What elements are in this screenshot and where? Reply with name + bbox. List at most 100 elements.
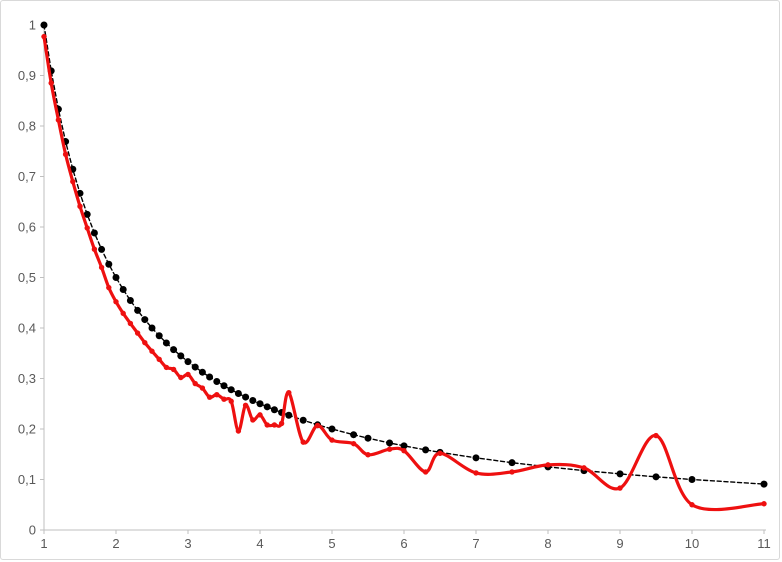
series-marker-reference-curve-1-over-x (105, 260, 113, 268)
series-marker-reference-curve-1-over-x (119, 286, 127, 294)
series-marker-reference-curve-1-over-x (299, 416, 307, 424)
series-marker-noisy-measured-series (422, 469, 429, 475)
y-axis-tick-label: 0 (29, 523, 36, 538)
series-marker-noisy-measured-series (170, 366, 177, 373)
y-axis-tick-label: 0,3 (18, 371, 36, 386)
y-axis-tick-label: 0,7 (18, 169, 36, 184)
series-marker-reference-curve-1-over-x (328, 425, 336, 433)
series-marker-reference-curve-1-over-x (98, 245, 106, 253)
series-marker-noisy-measured-series (329, 437, 335, 443)
y-axis-tick-label: 0,9 (18, 68, 36, 83)
series-marker-reference-curve-1-over-x (688, 476, 696, 483)
x-axis-tick-label: 8 (544, 536, 551, 551)
series-marker-noisy-measured-series (221, 396, 227, 402)
series-marker-noisy-measured-series (91, 246, 98, 252)
series-marker-noisy-measured-series (214, 391, 220, 398)
series-marker-reference-curve-1-over-x (155, 332, 163, 340)
y-axis-tick-label: 0,2 (18, 422, 36, 437)
series-marker-reference-curve-1-over-x (616, 470, 624, 478)
series-marker-noisy-measured-series (142, 339, 148, 346)
series-marker-noisy-measured-series (286, 389, 292, 396)
series-marker-noisy-measured-series (84, 225, 90, 231)
series-marker-noisy-measured-series (350, 440, 357, 447)
series-marker-reference-curve-1-over-x (386, 439, 394, 447)
x-axis-tick-label: 6 (400, 536, 407, 551)
series-marker-noisy-measured-series (365, 452, 371, 458)
series-marker-noisy-measured-series (761, 501, 767, 507)
x-axis-tick-label: 7 (472, 536, 479, 551)
series-marker-noisy-measured-series (163, 364, 170, 371)
series-marker-noisy-measured-series (386, 446, 393, 452)
series-marker-noisy-measured-series (271, 422, 278, 428)
series-marker-noisy-measured-series (41, 33, 47, 40)
series-marker-noisy-measured-series (278, 420, 285, 427)
series-marker-reference-curve-1-over-x (177, 352, 185, 360)
series-marker-reference-curve-1-over-x (256, 400, 264, 408)
series-marker-noisy-measured-series (235, 428, 242, 434)
series-marker-noisy-measured-series (300, 439, 306, 445)
y-axis-tick-label: 0,4 (18, 321, 36, 336)
x-axis-tick-label: 3 (184, 536, 191, 551)
series-marker-noisy-measured-series (149, 348, 155, 354)
series-marker-reference-curve-1-over-x (350, 431, 358, 439)
series-marker-noisy-measured-series (401, 448, 407, 454)
series-marker-noisy-measured-series (62, 151, 69, 157)
series-marker-noisy-measured-series (178, 374, 184, 381)
series-marker-noisy-measured-series (314, 422, 321, 429)
y-axis-tick-label: 0,5 (18, 270, 36, 285)
series-marker-reference-curve-1-over-x (234, 389, 242, 397)
series-marker-noisy-measured-series (206, 394, 213, 400)
series-marker-noisy-measured-series (70, 178, 76, 185)
series-marker-noisy-measured-series (106, 284, 112, 291)
series-marker-noisy-measured-series (55, 117, 62, 123)
series-marker-noisy-measured-series (134, 330, 141, 336)
series-marker-reference-curve-1-over-x (148, 324, 156, 332)
series-marker-reference-curve-1-over-x (191, 363, 199, 371)
series-marker-reference-curve-1-over-x (760, 480, 768, 488)
y-axis-tick-label: 0,1 (18, 472, 36, 487)
x-axis-tick-label: 2 (112, 536, 119, 551)
series-marker-reference-curve-1-over-x (83, 210, 91, 218)
series-marker-reference-curve-1-over-x (508, 459, 516, 467)
x-axis-tick-label: 11 (757, 536, 771, 551)
series-marker-reference-curve-1-over-x (270, 406, 278, 414)
series-marker-noisy-measured-series (581, 465, 587, 471)
series-marker-noisy-measured-series (120, 310, 126, 317)
series-marker-reference-curve-1-over-x (220, 382, 228, 390)
x-axis-tick-label: 10 (685, 536, 699, 551)
series-marker-reference-curve-1-over-x (263, 403, 271, 411)
series-marker-noisy-measured-series (437, 450, 443, 456)
series-path-noisy-measured-series (42, 35, 766, 512)
series-marker-noisy-measured-series (689, 502, 695, 508)
series-marker-noisy-measured-series (257, 412, 263, 418)
series-marker-noisy-measured-series (473, 470, 479, 476)
series-marker-noisy-measured-series (113, 299, 119, 305)
series-marker-noisy-measured-series (98, 264, 105, 271)
y-axis-tick-label: 1 (29, 18, 36, 33)
series-marker-reference-curve-1-over-x (162, 339, 170, 347)
series-marker-noisy-measured-series (156, 356, 162, 363)
y-axis-tick-label: 0,6 (18, 220, 36, 235)
series-marker-reference-curve-1-over-x (126, 296, 134, 304)
series-marker-noisy-measured-series (509, 469, 515, 475)
series-marker-noisy-measured-series (192, 380, 198, 387)
series-marker-reference-curve-1-over-x (184, 358, 192, 366)
series-marker-reference-curve-1-over-x (422, 446, 430, 454)
series-marker-reference-curve-1-over-x (40, 21, 48, 29)
series-marker-noisy-measured-series (127, 320, 134, 327)
series-marker-reference-curve-1-over-x (170, 346, 178, 354)
series-marker-noisy-measured-series (653, 432, 659, 439)
x-axis-tick-label: 1 (40, 536, 47, 551)
series-marker-noisy-measured-series (185, 371, 191, 378)
series-marker-reference-curve-1-over-x (134, 306, 142, 314)
series-marker-reference-curve-1-over-x (364, 434, 372, 442)
x-axis-tick-label: 4 (256, 536, 263, 551)
series-marker-reference-curve-1-over-x (249, 397, 257, 405)
series-marker-noisy-measured-series (617, 485, 623, 491)
series-marker-reference-curve-1-over-x (206, 373, 214, 381)
series-marker-reference-curve-1-over-x (652, 473, 660, 481)
y-axis-tick-label: 0,8 (18, 119, 36, 134)
series-path-reference-curve-1-over-x (43, 24, 765, 485)
